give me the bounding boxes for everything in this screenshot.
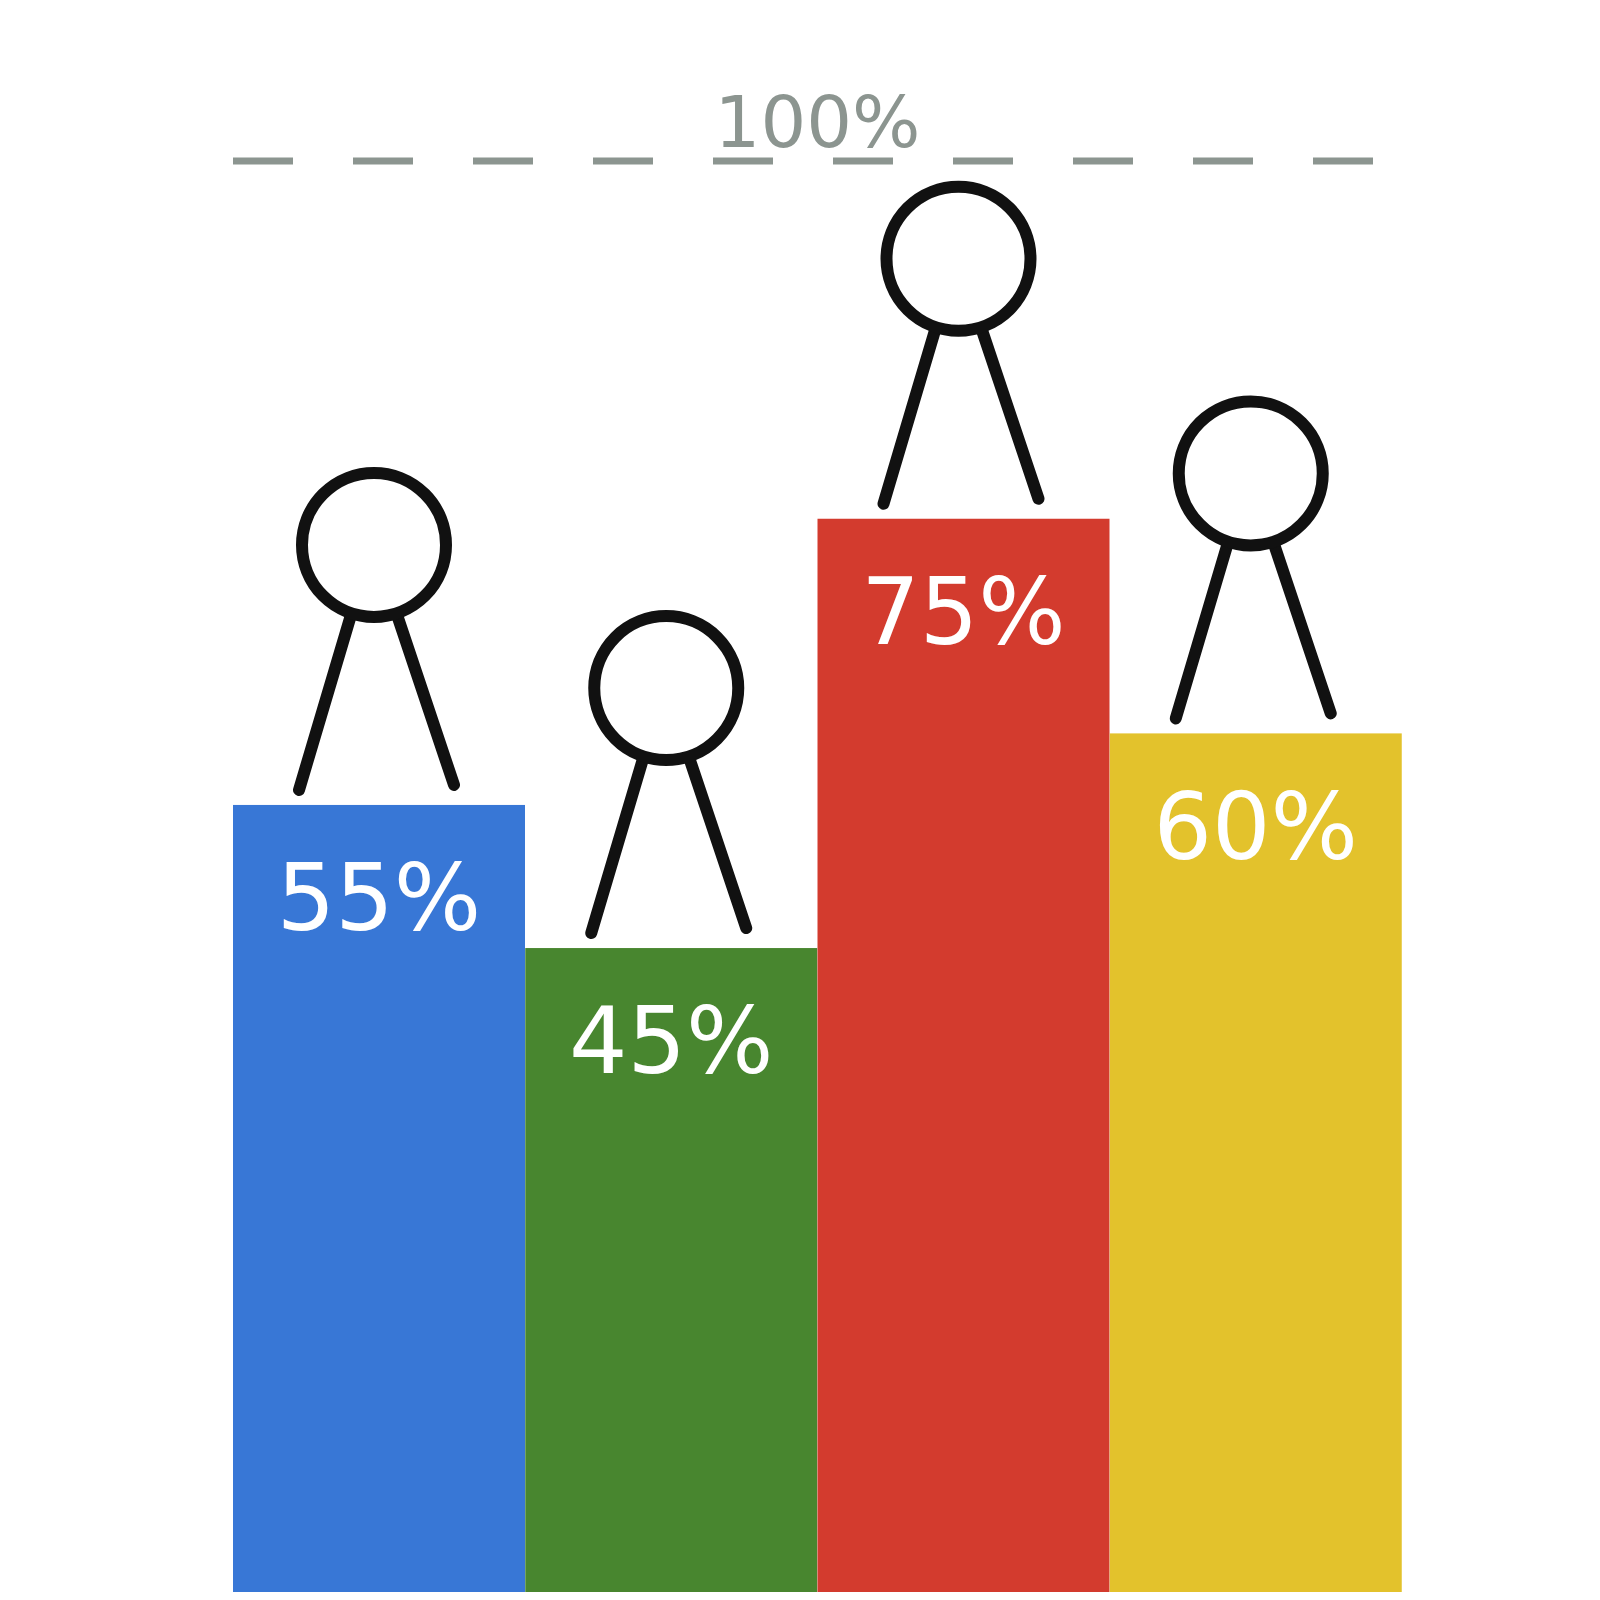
- svg-text:75%: 75%: [861, 559, 1065, 666]
- svg-text:55%: 55%: [277, 845, 481, 952]
- svg-text:60%: 60%: [1154, 774, 1358, 881]
- svg-text:45%: 45%: [569, 988, 773, 1095]
- svg-text:100%: 100%: [715, 80, 921, 164]
